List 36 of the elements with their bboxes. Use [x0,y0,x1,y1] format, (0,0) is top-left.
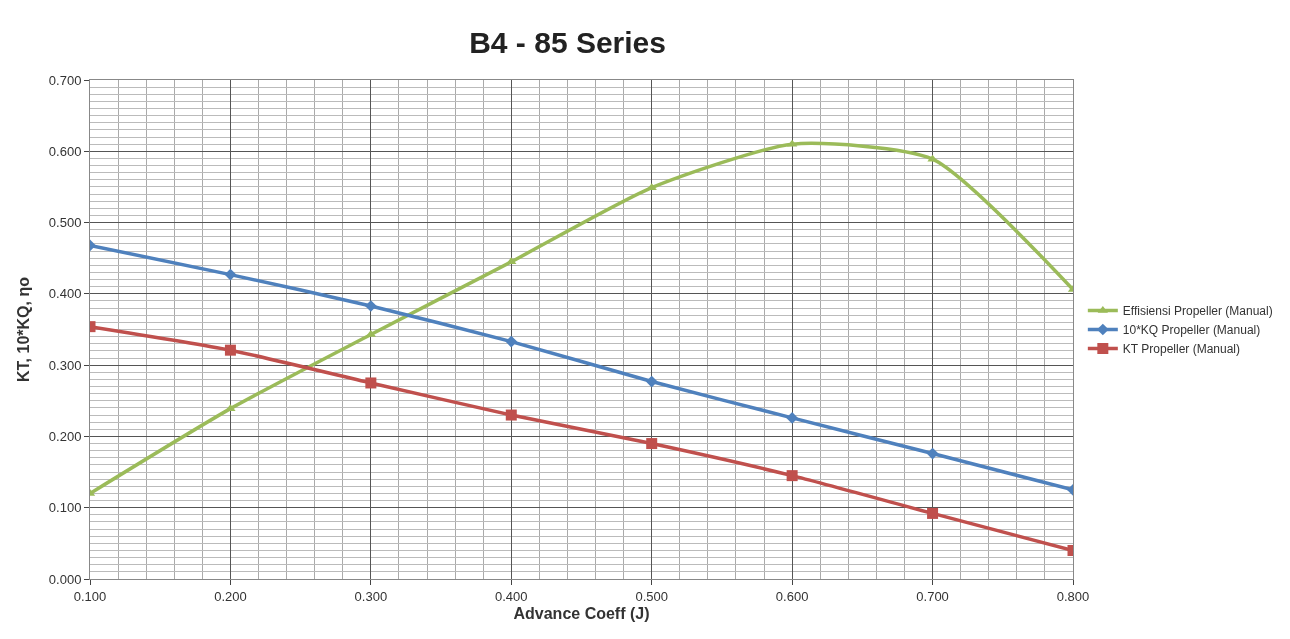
point [927,507,939,519]
x-tick-label: 0.400 [495,588,528,604]
x-tick-label: 0.500 [635,588,668,604]
point [646,438,658,450]
point [645,375,658,388]
chart-title: B4 - 85 Series [469,25,666,59]
point [786,412,798,424]
y-tick-label: 0.500 [48,215,82,231]
legend-label: KT Propeller (Manual) [1122,342,1240,357]
point [365,300,377,312]
x-tick-label: 0.100 [73,588,107,604]
point [786,470,798,482]
y-tick-label: 0.700 [48,72,82,88]
line-series [90,139,1073,496]
point [224,268,237,281]
point [505,409,517,421]
y-tick-label: 0.200 [48,428,82,444]
x-tick-label: 0.700 [916,588,949,604]
y-axis-title: KT, 10*KQ, ηo [14,276,32,382]
y-tick-label: 0.300 [48,357,82,373]
point [505,335,518,348]
y-tick-label: 0.400 [48,286,82,302]
x-tick-label: 0.200 [214,588,247,604]
point [365,377,377,389]
x-tick-label: 0.300 [354,588,388,604]
point [224,344,236,356]
x-axis-title: Advance Coeff (J) [513,605,650,623]
legend-label: Effisiensi Propeller (Manual) [1122,304,1273,319]
y-tick-label: 0.600 [48,143,82,159]
point [506,257,517,265]
legend-label: 10*KQ Propeller (Manual) [1122,323,1261,338]
x-tick-label: 0.600 [775,588,809,604]
point [926,447,939,460]
y-tick-label: 0.100 [48,500,82,516]
y-tick-label: 0.000 [48,571,82,587]
x-tick-label: 0.800 [1056,588,1090,604]
